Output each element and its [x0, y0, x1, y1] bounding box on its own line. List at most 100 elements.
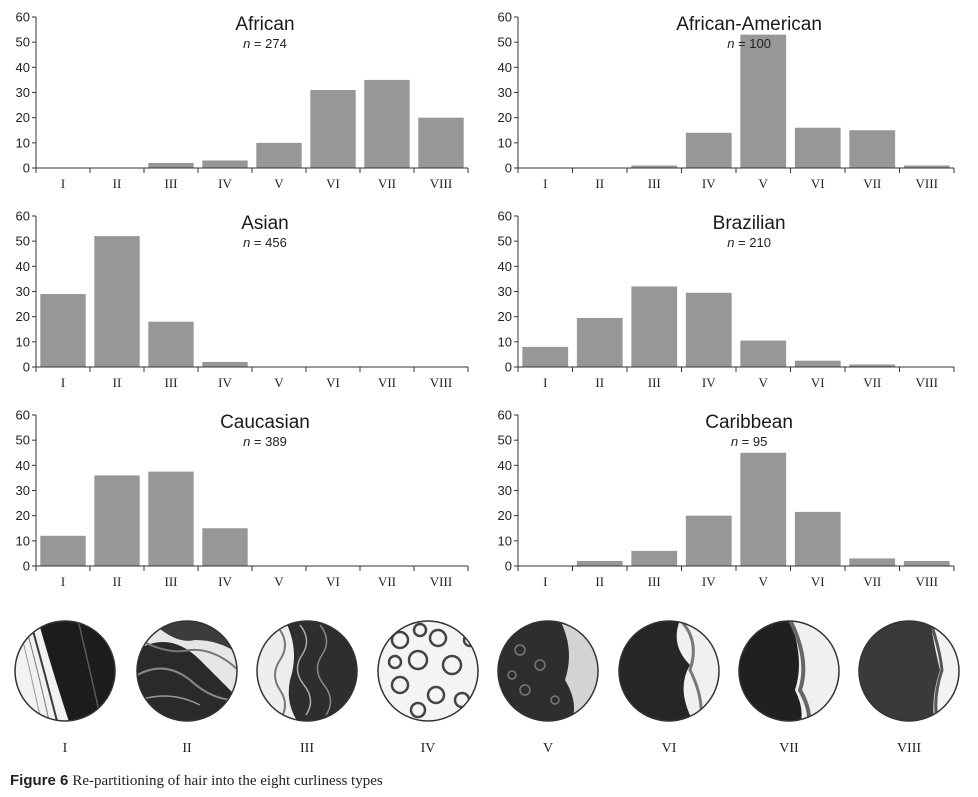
- bar-VIII: [903, 560, 950, 566]
- y-tick-label: 20: [498, 508, 512, 523]
- x-tick-label: II: [595, 176, 604, 191]
- x-tick-label: I: [61, 574, 65, 589]
- x-tick-label: I: [61, 375, 65, 390]
- y-tick-label: 20: [498, 309, 512, 324]
- x-tick-label: VII: [863, 574, 881, 589]
- bar-VI: [794, 360, 841, 367]
- x-tick-label: VI: [326, 375, 340, 390]
- x-tick-label: I: [543, 375, 547, 390]
- y-tick-label: 0: [505, 161, 512, 176]
- y-tick-label: 30: [498, 85, 512, 100]
- y-tick-label: 50: [16, 433, 30, 448]
- bar-IV: [202, 528, 248, 566]
- hair-type-labels: I II III IV V VI VII VIII: [63, 741, 922, 756]
- x-tick-label: V: [274, 574, 284, 589]
- chart-title: African: [235, 14, 294, 35]
- x-tick-label: I: [61, 176, 65, 191]
- bar-IV: [202, 160, 248, 168]
- bar-III: [148, 471, 194, 566]
- x-tick-label: VII: [378, 375, 396, 390]
- figure-caption: Figure 6 Re-partitioning of hair into the…: [10, 772, 383, 790]
- x-tick-label: III: [648, 574, 661, 589]
- x-tick-label: VII: [863, 375, 881, 390]
- sample-size-label: n = 210: [727, 235, 771, 250]
- x-tick-label: IV: [702, 176, 716, 191]
- y-tick-label: 0: [23, 161, 30, 176]
- bar-V: [740, 452, 787, 566]
- bar-VI: [310, 89, 356, 168]
- x-tick-label: VIII: [916, 176, 938, 191]
- hair-type-7-image: [738, 620, 840, 722]
- x-tick-label: VIII: [430, 176, 452, 191]
- bar-VIII: [903, 165, 950, 168]
- sample-size-label: n = 95: [731, 434, 768, 449]
- bar-II: [94, 475, 140, 566]
- y-tick-label: 0: [505, 559, 512, 574]
- y-tick-label: 10: [498, 135, 512, 150]
- y-tick-label: 60: [498, 209, 512, 224]
- bar-III: [148, 321, 194, 367]
- x-tick-label: VII: [378, 574, 396, 589]
- bar-VII: [849, 130, 896, 168]
- y-tick-label: 20: [16, 508, 30, 523]
- bar-VI: [794, 127, 841, 168]
- x-tick-label: III: [648, 375, 661, 390]
- x-tick-label: V: [759, 176, 769, 191]
- x-tick-label: V: [759, 375, 769, 390]
- y-tick-label: 50: [16, 234, 30, 249]
- x-tick-label: II: [595, 574, 604, 589]
- bar-III: [631, 550, 678, 566]
- y-tick-label: 20: [498, 110, 512, 125]
- x-tick-label: V: [274, 176, 284, 191]
- bar-V: [740, 34, 787, 168]
- chart-title: Caucasian: [220, 412, 310, 433]
- hair-type-label: VIII: [897, 741, 921, 756]
- y-tick-label: 60: [16, 10, 30, 25]
- hair-type-label: IV: [421, 741, 436, 756]
- y-tick-label: 60: [498, 408, 512, 423]
- x-tick-label: II: [595, 375, 604, 390]
- y-tick-label: 30: [16, 284, 30, 299]
- x-tick-label: VI: [326, 176, 340, 191]
- hair-type-label: VI: [662, 741, 677, 756]
- y-tick-label: 60: [498, 10, 512, 25]
- chart-title: Brazilian: [713, 213, 786, 234]
- hair-type-2-image: [136, 620, 238, 722]
- bar-I: [522, 346, 569, 367]
- hair-type-6-image: [618, 620, 720, 722]
- x-tick-label: VII: [378, 176, 396, 191]
- y-tick-label: 40: [498, 60, 512, 75]
- x-tick-label: VI: [811, 176, 825, 191]
- figure-caption-text: Re-partitioning of hair into the eight c…: [72, 773, 383, 789]
- x-tick-label: VI: [811, 574, 825, 589]
- x-tick-label: IV: [702, 574, 716, 589]
- x-tick-label: II: [113, 574, 122, 589]
- sample-size-label: n = 100: [727, 36, 771, 51]
- x-tick-label: IV: [218, 574, 232, 589]
- x-tick-label: I: [543, 574, 547, 589]
- y-tick-label: 50: [16, 35, 30, 50]
- x-tick-label: IV: [702, 375, 716, 390]
- hair-type-1-image: [14, 620, 116, 722]
- bar-IV: [685, 292, 732, 367]
- y-tick-label: 30: [498, 284, 512, 299]
- y-tick-label: 50: [498, 234, 512, 249]
- hair-type-8-image: [858, 620, 960, 722]
- bar-IV: [685, 515, 732, 566]
- bar-VII: [849, 558, 896, 566]
- bar-III: [631, 286, 678, 367]
- bar-VI: [794, 511, 841, 566]
- x-tick-label: II: [113, 375, 122, 390]
- x-tick-label: III: [165, 176, 178, 191]
- hair-type-5-image: [497, 620, 599, 722]
- y-tick-label: 50: [498, 433, 512, 448]
- x-tick-label: VIII: [916, 574, 938, 589]
- y-tick-label: 50: [498, 35, 512, 50]
- y-tick-label: 0: [23, 360, 30, 375]
- figure-number: Figure 6: [10, 772, 69, 789]
